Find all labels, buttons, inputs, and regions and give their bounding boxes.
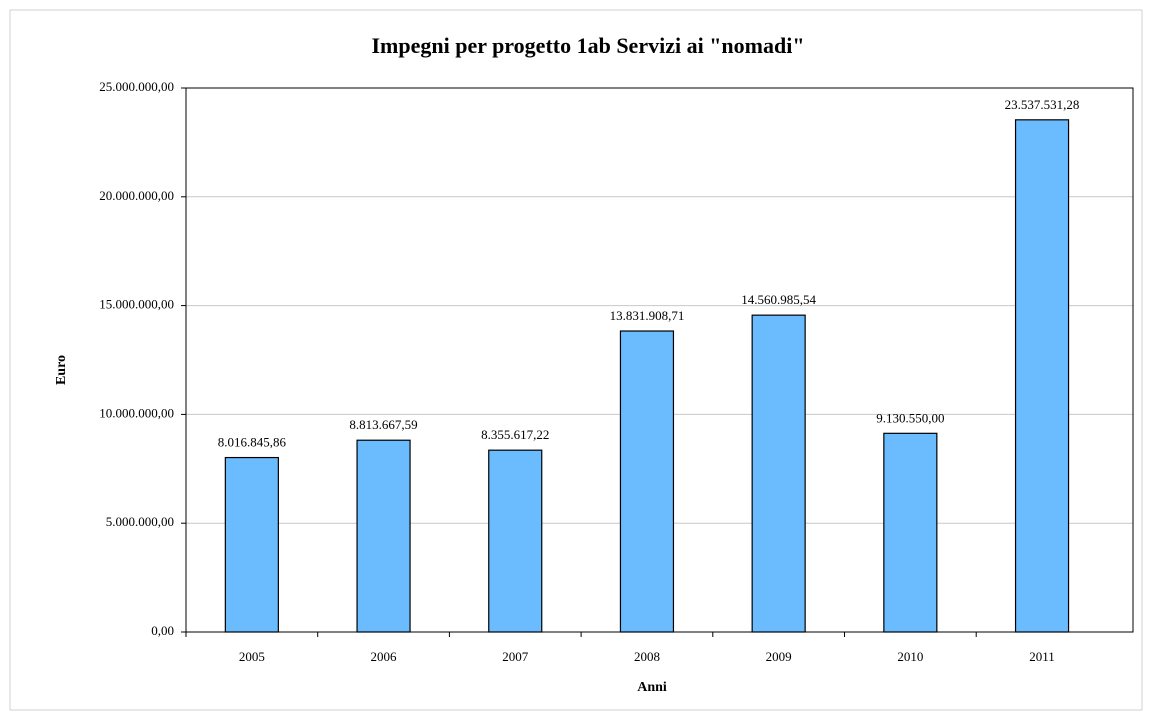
bar <box>619 330 675 633</box>
x-tick-label: 2008 <box>634 649 660 664</box>
y-tick-label: 20.000.000,00 <box>99 188 174 203</box>
y-tick-label: 25.000.000,00 <box>99 79 174 94</box>
x-tick-label: 2005 <box>239 649 265 664</box>
bar <box>488 449 543 633</box>
data-label: 8.355.617,22 <box>481 427 549 442</box>
bar <box>1014 119 1070 633</box>
data-label: 23.537.531,28 <box>1005 97 1080 112</box>
y-tick-label: 5.000.000,00 <box>106 514 174 529</box>
y-axis-label: Euro <box>54 355 69 385</box>
y-tick-label: 15.000.000,00 <box>99 297 174 312</box>
data-label: 9.130.550,00 <box>876 410 944 425</box>
bar <box>883 432 938 633</box>
chart-title: Impegni per progetto 1ab Servizi ai "nom… <box>371 33 804 58</box>
x-axis-label: Anni <box>637 680 667 695</box>
chart-frame <box>9 9 1143 711</box>
x-tick-label: 2010 <box>897 649 923 664</box>
data-label: 14.560.985,54 <box>741 292 816 307</box>
y-tick-label: 10.000.000,00 <box>99 405 174 420</box>
data-label: 13.831.908,71 <box>610 308 685 323</box>
data-label: 8.813.667,59 <box>349 417 417 432</box>
data-label: 8.016.845,86 <box>218 435 287 450</box>
bar <box>224 456 279 633</box>
x-tick-label: 2009 <box>766 649 792 664</box>
x-tick-label: 2006 <box>371 649 398 664</box>
bar <box>751 314 806 633</box>
x-tick-label: 2007 <box>502 649 529 664</box>
bar <box>356 439 411 633</box>
y-tick-label: 0,00 <box>151 623 174 638</box>
x-tick-label: 2011 <box>1029 649 1055 664</box>
